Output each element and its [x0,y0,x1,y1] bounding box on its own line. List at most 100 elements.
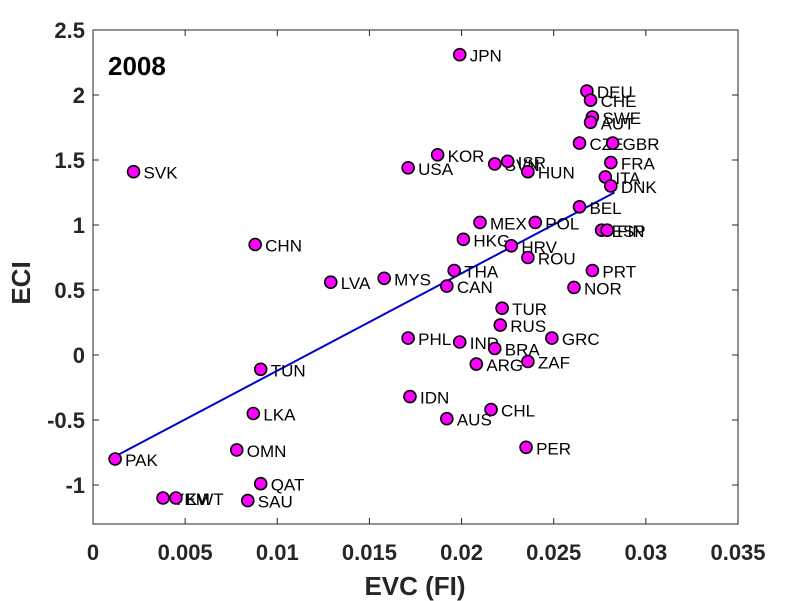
data-point-label: NOR [584,279,622,298]
x-tick-label: 0 [87,540,99,565]
data-point [473,215,487,230]
plot-area [92,29,739,525]
data-point-label: DNK [621,178,658,197]
data-point-label: SAU [258,493,293,512]
data-point [126,164,141,179]
data-point [241,493,255,508]
x-tick-label: 0.02 [440,540,483,565]
data-point [583,115,598,130]
data-point-label: GRC [562,330,600,349]
data-point [456,232,471,247]
data-point-label: ESP [612,222,646,241]
data-point-label: OMN [247,442,287,461]
data-point-label: TUN [271,361,306,380]
data-point [469,357,484,371]
data-point [253,476,268,491]
data-point-label: RUS [510,317,546,336]
data-point-label: GBR [623,135,660,154]
data-point [572,136,587,150]
x-tick-label: 0.01 [256,540,299,565]
data-point-label: FRA [621,155,656,174]
y-tick-label: -1 [65,473,85,498]
chart-title: 2008 [108,51,166,81]
data-point [493,318,508,332]
data-point [500,154,515,169]
y-tick-label: 2.5 [54,18,85,43]
trend-line [114,191,615,458]
data-point-label: USA [418,160,454,179]
y-tick-label: 1 [73,213,85,238]
data-point [430,148,445,162]
data-point-label: CHL [501,402,535,421]
data-point-label: BRA [505,341,541,360]
data-point-label: MEX [490,214,527,233]
data-point [604,179,618,193]
data-point-label: JPN [470,47,502,66]
data-point-label: KOR [448,147,485,166]
data-point [545,331,559,345]
data-point [604,155,618,170]
data-point-label: HUN [538,164,575,183]
data-point [521,354,535,369]
x-tick-label: 0.025 [526,540,581,565]
data-point [519,440,533,455]
data-point [401,161,415,175]
data-point [521,164,535,179]
x-axis-title: EVC (FI) [364,571,465,601]
data-point-label: SVK [144,164,179,183]
data-point [401,331,415,345]
y-tick-label: 0.5 [54,278,85,303]
data-points: JPNDEUCHESWEAUTCZEGBRKORSVNISRUSAHUNFRAS… [108,47,660,512]
data-point-label: MYS [394,270,431,289]
y-tick-label: 2 [73,83,85,108]
data-point-label: LKA [263,406,296,425]
data-point [487,157,502,171]
data-point-label: PAK [125,451,158,470]
data-point [504,239,519,253]
data-point [169,491,183,505]
data-point [495,301,509,316]
data-point [487,341,502,356]
data-point [572,200,587,214]
data-point-label: KWT [186,490,224,509]
data-point-label: CAN [457,278,493,297]
data-point-label: ITA [615,169,641,188]
data-point [323,275,338,290]
data-point-label: CHN [265,237,302,256]
data-point-label: ROU [538,250,576,269]
data-point [229,443,244,457]
data-point-label: AUS [457,411,492,430]
data-point-label: PER [536,439,571,458]
x-tick-label: 0.005 [158,540,213,565]
data-point [605,136,620,150]
x-axis: 0 0.005 0.01 0.015 0.02 0.025 0.03 0.035 [87,30,766,565]
data-point [585,263,600,278]
y-axis-title: ECI [6,261,36,304]
data-point-label: PRT [602,263,636,282]
data-point-label: ZAF [538,354,570,373]
data-point-label: DEU [597,83,633,102]
data-point-label: PHL [418,330,451,349]
data-point [600,223,614,237]
data-point-label: FIN [617,222,644,241]
x-tick-label: 0.015 [342,540,397,565]
y-tick-label: 1.5 [54,148,85,173]
x-tick-label: 0.03 [624,540,667,565]
data-point [484,402,498,417]
data-point-label: ARG [486,356,523,375]
data-point [440,411,454,426]
data-point-label: IDN [420,389,449,408]
data-point [528,215,543,230]
data-point [440,279,454,293]
data-point [248,237,262,252]
y-tick-label: 0 [73,343,85,368]
data-point [521,250,535,265]
data-point-label: YEM [173,490,210,509]
data-point-label: LVA [341,274,371,293]
data-point [452,47,467,62]
data-point [583,93,598,107]
data-point [246,406,261,421]
x-tick-label: 0.035 [710,540,765,565]
y-axis: -1 -0.5 0 0.5 1 1.5 2 2.5 [47,18,738,498]
